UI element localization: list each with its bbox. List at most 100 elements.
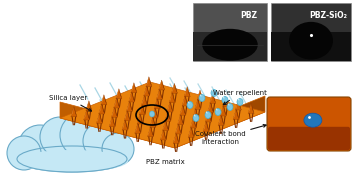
Polygon shape: [139, 105, 142, 115]
Polygon shape: [155, 108, 158, 118]
Circle shape: [83, 122, 121, 160]
Ellipse shape: [237, 98, 243, 105]
Polygon shape: [188, 127, 194, 137]
Polygon shape: [131, 83, 137, 93]
Polygon shape: [235, 100, 241, 110]
Ellipse shape: [227, 104, 233, 111]
Polygon shape: [206, 121, 209, 131]
Text: PBZ: PBZ: [240, 11, 257, 20]
Polygon shape: [195, 99, 198, 109]
Ellipse shape: [187, 101, 193, 108]
Polygon shape: [180, 105, 183, 115]
Polygon shape: [159, 89, 162, 99]
Polygon shape: [152, 108, 158, 118]
Polygon shape: [170, 102, 173, 112]
Polygon shape: [130, 101, 132, 111]
Polygon shape: [125, 120, 128, 130]
Polygon shape: [126, 101, 130, 111]
Polygon shape: [137, 114, 143, 124]
Polygon shape: [200, 90, 203, 100]
Polygon shape: [140, 114, 143, 124]
Polygon shape: [185, 96, 188, 106]
Polygon shape: [102, 104, 105, 114]
Circle shape: [60, 113, 104, 157]
Polygon shape: [248, 103, 251, 113]
Ellipse shape: [304, 113, 322, 127]
Polygon shape: [132, 92, 135, 102]
Polygon shape: [154, 99, 160, 109]
Polygon shape: [181, 115, 184, 125]
Polygon shape: [114, 98, 120, 108]
Polygon shape: [193, 109, 195, 119]
Polygon shape: [74, 107, 77, 117]
Bar: [193, 3, 267, 61]
Text: Silica layer: Silica layer: [49, 95, 91, 111]
Polygon shape: [148, 127, 154, 137]
Polygon shape: [144, 95, 148, 105]
Polygon shape: [195, 99, 201, 109]
Polygon shape: [197, 90, 200, 100]
Polygon shape: [149, 77, 152, 87]
Polygon shape: [150, 117, 156, 127]
Polygon shape: [175, 124, 178, 134]
Polygon shape: [210, 93, 213, 103]
Polygon shape: [163, 130, 166, 140]
Polygon shape: [159, 80, 165, 90]
Polygon shape: [223, 97, 229, 107]
Polygon shape: [193, 118, 196, 128]
Polygon shape: [238, 100, 241, 110]
Polygon shape: [182, 96, 185, 106]
Text: Covalent bond
interaction: Covalent bond interaction: [195, 125, 266, 145]
Polygon shape: [171, 83, 177, 93]
Polygon shape: [109, 117, 115, 127]
Polygon shape: [175, 124, 181, 134]
Ellipse shape: [199, 94, 205, 101]
Circle shape: [102, 133, 134, 165]
Text: Water repellent: Water repellent: [213, 90, 267, 105]
Polygon shape: [188, 127, 191, 137]
Polygon shape: [178, 115, 181, 125]
Ellipse shape: [149, 111, 154, 117]
Ellipse shape: [16, 150, 128, 172]
Polygon shape: [135, 123, 138, 133]
Ellipse shape: [211, 90, 217, 97]
Polygon shape: [89, 101, 92, 111]
Polygon shape: [225, 97, 229, 107]
Polygon shape: [203, 121, 206, 131]
Polygon shape: [169, 93, 175, 103]
Polygon shape: [187, 87, 190, 97]
Polygon shape: [153, 117, 156, 127]
Polygon shape: [193, 109, 199, 119]
Polygon shape: [176, 133, 179, 143]
Circle shape: [40, 117, 80, 157]
Ellipse shape: [17, 146, 127, 172]
Polygon shape: [109, 117, 112, 127]
Polygon shape: [218, 115, 221, 125]
Polygon shape: [138, 123, 141, 133]
Polygon shape: [124, 111, 130, 121]
Polygon shape: [84, 110, 90, 120]
Text: PBZ-SiO₂: PBZ-SiO₂: [310, 11, 348, 20]
Polygon shape: [150, 117, 153, 127]
Ellipse shape: [193, 115, 199, 122]
Polygon shape: [84, 110, 87, 120]
Polygon shape: [104, 95, 107, 105]
Ellipse shape: [222, 97, 228, 104]
Polygon shape: [101, 95, 107, 105]
Polygon shape: [126, 101, 132, 111]
Polygon shape: [156, 89, 162, 99]
Polygon shape: [233, 109, 236, 119]
Polygon shape: [114, 98, 117, 108]
Polygon shape: [205, 112, 211, 122]
Circle shape: [18, 125, 62, 169]
Polygon shape: [117, 98, 120, 108]
Polygon shape: [209, 112, 211, 122]
Polygon shape: [87, 110, 90, 120]
Polygon shape: [142, 95, 144, 105]
Polygon shape: [223, 97, 225, 107]
Polygon shape: [86, 101, 89, 111]
Circle shape: [7, 136, 41, 170]
Polygon shape: [162, 80, 165, 90]
Polygon shape: [223, 106, 226, 116]
Polygon shape: [144, 86, 150, 96]
